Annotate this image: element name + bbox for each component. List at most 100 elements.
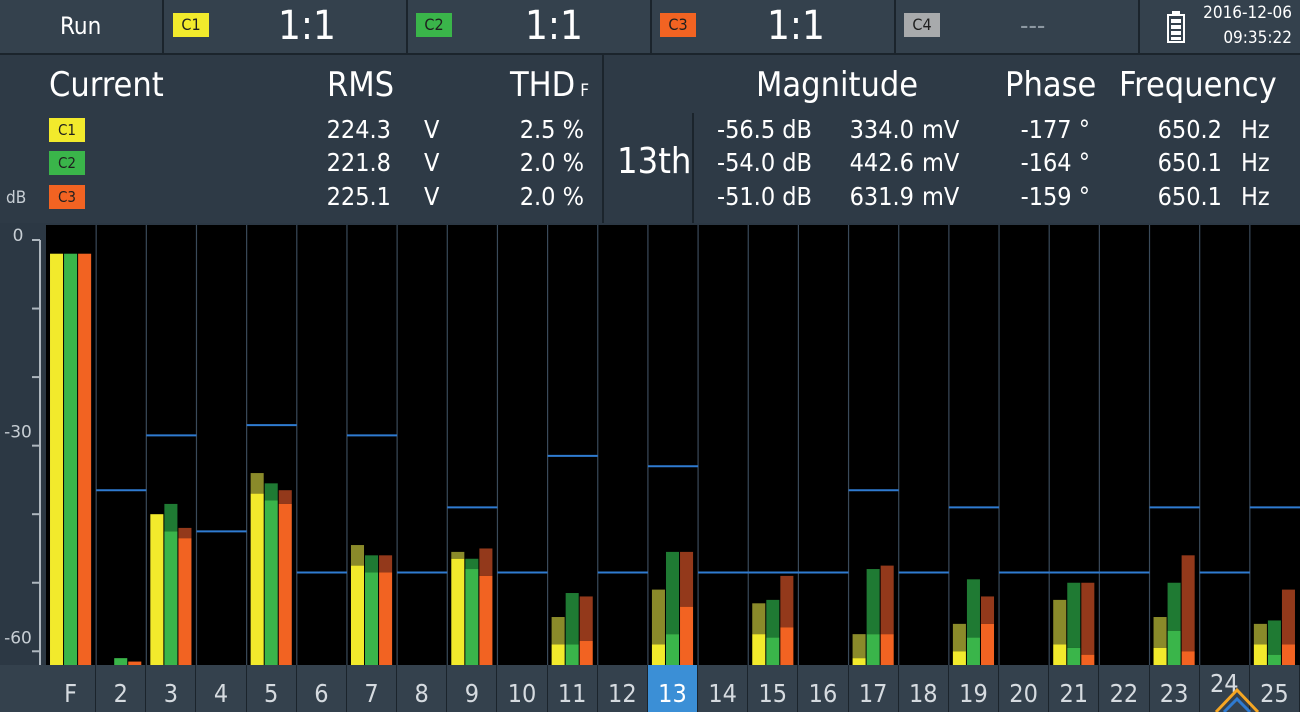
- harmonic-tab-label: 8: [414, 679, 429, 708]
- harmonic-tab-15[interactable]: 15: [748, 665, 799, 712]
- bar-c3: [78, 253, 92, 665]
- row-c3-badge: C3: [49, 185, 85, 209]
- channel-c4-cell[interactable]: C4 ---: [896, 0, 1140, 53]
- harmonic-tab-5[interactable]: 5: [247, 665, 297, 712]
- harmonic-tab-f[interactable]: F: [46, 665, 97, 712]
- bar-c3: [1181, 651, 1195, 665]
- magnitude-heading: Magnitude: [756, 65, 919, 105]
- harmonic-tab-label: 13: [658, 679, 687, 708]
- harmonic-tab-9[interactable]: 9: [447, 665, 498, 712]
- harmonic-tab-7[interactable]: 7: [347, 665, 398, 712]
- row-c1-freq-unit: Hz: [1241, 115, 1270, 144]
- bar-peak-c1: [350, 545, 365, 566]
- bar-c1: [350, 565, 365, 665]
- bar-peak-c3: [1081, 582, 1095, 655]
- row-c2-mag-db: -54.0 dB: [716, 148, 812, 177]
- harmonic-tab-label: 9: [464, 679, 479, 708]
- run-status-label: Run: [60, 12, 102, 40]
- bar-c2: [866, 634, 880, 665]
- row-c2-freq-unit: Hz: [1241, 148, 1270, 177]
- harmonic-tab-13[interactable]: 13: [647, 665, 699, 712]
- bar-peak-c2: [866, 569, 880, 635]
- bar-peak-c1: [451, 551, 465, 559]
- harmonic-tab-label: 15: [758, 679, 788, 708]
- harmonic-tab-12[interactable]: 12: [598, 665, 648, 712]
- bar-peak-c3: [379, 555, 393, 573]
- harmonic-tab-22[interactable]: 22: [1099, 665, 1150, 712]
- harmonic-tab-23[interactable]: 23: [1150, 665, 1200, 712]
- row-c1-mag-mv: 334.0: [849, 115, 914, 144]
- channel-c1-cell[interactable]: C1 1:1: [163, 0, 408, 53]
- channel-c3-cell[interactable]: C3 1:1: [652, 0, 896, 53]
- y-tick-label: 0: [13, 226, 24, 246]
- row-c3-thd: 2.0 %: [519, 182, 584, 211]
- bar-c1: [1253, 644, 1267, 665]
- bar-c1: [451, 558, 465, 665]
- harmonic-tab-8[interactable]: 8: [397, 665, 448, 712]
- harmonic-tab-4[interactable]: 4: [196, 665, 247, 712]
- harmonic-tab-16[interactable]: 16: [798, 665, 849, 712]
- harmonic-tab-20[interactable]: 20: [999, 665, 1050, 712]
- scroll-up-chevron-icon[interactable]: [1212, 686, 1262, 712]
- chevron-inner: [1222, 696, 1252, 712]
- selected-harmonic[interactable]: 13th: [617, 141, 692, 182]
- bar-c2: [665, 634, 680, 665]
- bar-peak-c3: [579, 596, 593, 642]
- harmonic-tab-label: 22: [1109, 679, 1139, 708]
- channel-c2-cell[interactable]: C2 1:1: [408, 0, 652, 53]
- row-c2-thd: 2.0 %: [519, 148, 584, 177]
- row-c3-freq: 650.1: [1157, 182, 1222, 211]
- bar-c2: [766, 637, 780, 665]
- harmonic-tab-label: 25: [1260, 679, 1289, 708]
- row-c2-rms-unit: V: [424, 148, 440, 177]
- harmonic-tab-11[interactable]: 11: [548, 665, 598, 712]
- harmonic-tab-label: 3: [163, 679, 179, 708]
- row-c3-mag-unit: mV: [922, 182, 960, 211]
- harmonic-tab-label: F: [64, 679, 78, 708]
- date-display: 2016-12-06: [1203, 3, 1292, 23]
- row-c2-freq: 650.1: [1157, 148, 1222, 177]
- harmonics-bar-chart[interactable]: [46, 225, 1300, 665]
- harmonic-tab-label: 19: [959, 679, 988, 708]
- harmonic-tab-18[interactable]: 18: [899, 665, 949, 712]
- bar-peak-c3: [1181, 555, 1195, 652]
- row-c1-badge: C1: [49, 118, 85, 142]
- bar-peak-c1: [250, 473, 264, 494]
- bar-c3: [379, 572, 393, 665]
- row-c1-rms-unit: V: [424, 115, 440, 144]
- bar-c1: [250, 493, 264, 665]
- harmonic-tab-3[interactable]: 3: [146, 665, 197, 712]
- bar-c2: [1267, 654, 1281, 665]
- thd-heading-label: THD: [510, 65, 576, 105]
- harmonic-tab-14[interactable]: 14: [698, 665, 749, 712]
- harmonic-tab-19[interactable]: 19: [949, 665, 1000, 712]
- time-display: 09:35:22: [1223, 28, 1292, 48]
- harmonic-tab-6[interactable]: 6: [297, 665, 347, 712]
- channel-c4-badge: C4: [904, 13, 940, 37]
- bar-c1: [1153, 647, 1167, 665]
- row-c1-mag-db: -56.5 dB: [716, 115, 812, 144]
- harmonic-tab-label: 7: [364, 679, 379, 708]
- bar-c1: [852, 658, 866, 665]
- row-c1-phase: -177 °: [1020, 115, 1090, 144]
- bar-peak-c1: [752, 603, 766, 635]
- y-axis-unit: dB: [6, 188, 27, 208]
- bar-peak-c3: [680, 551, 694, 607]
- bar-c2: [966, 637, 980, 665]
- channel-c3-badge: C3: [660, 13, 696, 37]
- harmonic-tab-17[interactable]: 17: [849, 665, 899, 712]
- row-c3-phase: -159 °: [1020, 182, 1090, 211]
- harmonic-tab-label: 14: [708, 679, 737, 708]
- harmonic-tab-2[interactable]: 2: [96, 665, 147, 712]
- harmonic-tab-25[interactable]: 25: [1250, 665, 1300, 712]
- bar-peak-c1: [852, 634, 866, 659]
- harmonic-tab-21[interactable]: 21: [1049, 665, 1100, 712]
- bar-c3: [278, 503, 292, 665]
- channel-c3-ratio: 1:1: [767, 3, 825, 49]
- bar-peak-c3: [980, 596, 995, 624]
- harmonic-tab-10[interactable]: 10: [497, 665, 548, 712]
- row-c1-thd: 2.5 %: [519, 115, 584, 144]
- bar-c1: [952, 651, 966, 665]
- channel-c4-ratio: ---: [1020, 11, 1046, 41]
- run-status-cell[interactable]: Run: [0, 0, 164, 53]
